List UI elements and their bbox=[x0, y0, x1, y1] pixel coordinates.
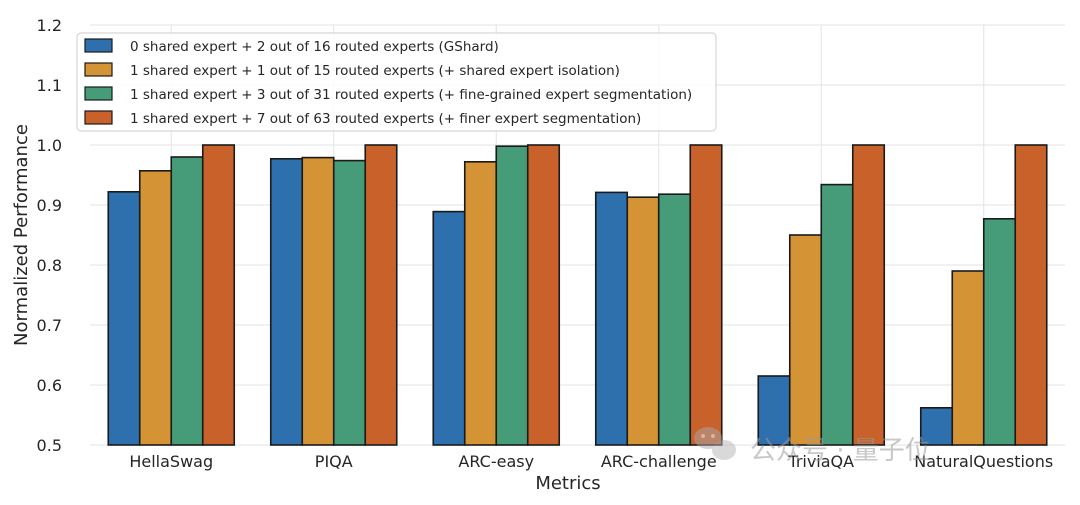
legend-label: 0 shared expert + 2 out of 16 routed exp… bbox=[130, 39, 499, 55]
bar-triviaqa-series-4 bbox=[851, 144, 886, 446]
y-tick-label: 0.5 bbox=[37, 436, 62, 455]
legend-swatch bbox=[84, 110, 113, 125]
bar-triviaqa-series-3 bbox=[820, 183, 854, 446]
bar-arc-easy-series-4 bbox=[526, 144, 561, 446]
x-tick-label: TriviaQA bbox=[787, 452, 854, 471]
x-tick-label: ARC-challenge bbox=[601, 452, 717, 471]
y-tick-label: 0.6 bbox=[37, 376, 62, 395]
y-ticks: 0.5 0.6 0.7 0.8 0.9 1.0 1.1 1.2 bbox=[37, 16, 62, 455]
y-tick-label: 1.1 bbox=[37, 76, 62, 95]
x-tick-label: PIQA bbox=[315, 452, 353, 471]
y-tick-label: 1.2 bbox=[37, 16, 62, 35]
bar-triviaqa-series-1 bbox=[757, 375, 791, 446]
bar-arc-easy-series-2 bbox=[463, 161, 498, 446]
bar-piqa-series-2 bbox=[301, 156, 335, 446]
y-tick-label: 1.0 bbox=[37, 136, 62, 155]
bar-naturalquestions-series-4 bbox=[1014, 144, 1048, 446]
bar-hellaswag-series-2 bbox=[138, 170, 173, 446]
y-tick-label: 0.7 bbox=[37, 316, 62, 335]
bar-arc-easy-series-3 bbox=[495, 145, 529, 446]
bar-arc-easy-series-1 bbox=[432, 210, 466, 446]
bar-arc-challenge-series-4 bbox=[689, 144, 723, 446]
bar-naturalquestions-series-3 bbox=[982, 218, 1017, 446]
wechat-icon bbox=[694, 427, 736, 460]
y-axis-label: Normalized Performance bbox=[11, 124, 32, 346]
bar-arc-challenge-series-2 bbox=[626, 196, 660, 446]
x-tick-label: HellaSwag bbox=[129, 452, 213, 471]
bar-hellaswag-series-1 bbox=[107, 191, 141, 446]
y-tick-label: 0.8 bbox=[37, 256, 62, 275]
legend-label: 1 shared expert + 3 out of 31 routed exp… bbox=[130, 87, 692, 103]
bar-triviaqa-series-2 bbox=[788, 234, 823, 446]
x-ticks: HellaSwag PIQA ARC-easy ARC-challenge Trivia… bbox=[129, 452, 1053, 471]
legend: 0 shared expert + 2 out of 16 routed exp… bbox=[76, 32, 717, 132]
bar-hellaswag-series-3 bbox=[170, 156, 204, 446]
bar-arc-challenge-series-1 bbox=[594, 191, 629, 446]
x-axis-label: Metrics bbox=[535, 473, 600, 494]
y-tick-label: 0.9 bbox=[37, 196, 62, 215]
legend-swatch bbox=[84, 86, 113, 101]
bar-naturalquestions-series-2 bbox=[951, 270, 985, 446]
legend-label: 1 shared expert + 7 out of 63 routed exp… bbox=[130, 111, 641, 127]
legend-box bbox=[76, 32, 717, 132]
bars bbox=[107, 144, 1048, 446]
watermark-text: 公众号 · 量子位 bbox=[750, 436, 931, 466]
bar-arc-challenge-series-3 bbox=[657, 193, 692, 446]
bar-piqa-series-3 bbox=[332, 159, 367, 446]
bar-piqa-series-4 bbox=[364, 144, 398, 446]
x-tick-label: NaturalQuestions bbox=[914, 452, 1053, 471]
legend-label: 1 shared expert + 1 out of 15 routed exp… bbox=[130, 63, 620, 79]
bar-piqa-series-1 bbox=[269, 158, 304, 446]
bar-hellaswag-series-4 bbox=[201, 144, 236, 446]
x-tick-label: ARC-easy bbox=[458, 452, 534, 471]
legend-swatch bbox=[84, 38, 113, 53]
watermark: 公众号 · 量子位 bbox=[694, 427, 931, 466]
legend-swatch bbox=[84, 62, 113, 77]
